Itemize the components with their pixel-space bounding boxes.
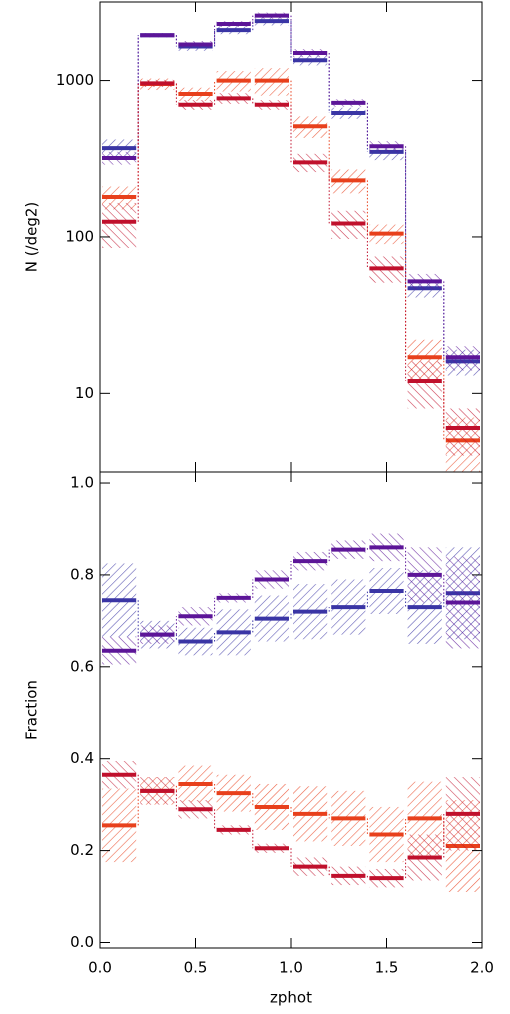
y-tick-label: 0.0 (70, 933, 94, 951)
error-box (102, 202, 137, 248)
x-tick-label: 1.0 (279, 959, 303, 977)
y-tick-label: 1000 (56, 71, 94, 89)
x-axis-label: zphot (270, 989, 312, 1007)
plot-area (102, 533, 480, 892)
x-tick-label: 0.5 (184, 959, 208, 977)
y-tick-label: 10 (75, 384, 94, 402)
y-tick-label: 1.0 (70, 474, 94, 492)
y-tick-label: 0.8 (70, 565, 94, 583)
y-tick-label: 0.4 (70, 749, 94, 767)
y-axis-label: Fraction (23, 680, 41, 740)
x-tick-label: 0.0 (88, 959, 112, 977)
y-tick-label: 0.6 (70, 657, 94, 675)
y-tick-label: 100 (65, 227, 94, 245)
x-tick-label: 1.5 (375, 959, 399, 977)
error-box (445, 408, 480, 456)
y-axis-label: N (/deg2) (23, 202, 41, 273)
error-box (407, 361, 442, 409)
x-tick-label: 2.0 (470, 959, 494, 977)
y-tick-label: 0.2 (70, 841, 94, 859)
plot-area (102, 12, 480, 472)
